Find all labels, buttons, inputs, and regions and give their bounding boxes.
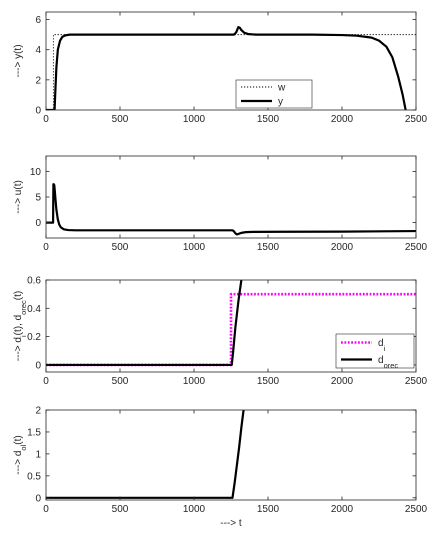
series-line-4-1 <box>46 410 245 499</box>
y-axis-label: ---> y(t) <box>13 44 24 77</box>
y-tick-label: 2 <box>35 406 41 417</box>
x-tick-label: 2000 <box>331 376 354 387</box>
x-tick-label: 1000 <box>183 114 206 125</box>
y-tick-label: 0.5 <box>27 471 41 482</box>
x-tick-label: 2000 <box>331 504 354 515</box>
chart-panel-2: 0 500 1000 1500 2000 2500 0 5 10 ---> u(t) <box>13 155 428 253</box>
x-tick-label: 2000 <box>331 114 354 125</box>
axes-box <box>45 279 417 373</box>
x-tick-label: 1500 <box>257 114 280 125</box>
y-axis-label: ---> dol(t) <box>13 435 28 474</box>
x-tick-label: 500 <box>112 376 129 387</box>
series-line-3-dorec <box>46 280 243 367</box>
x-tick-label: 0 <box>43 504 49 515</box>
y-tick-label: 5 <box>35 193 41 204</box>
axes-box <box>45 409 417 501</box>
legend: di dorec <box>335 333 415 370</box>
y-tick-label: 0 <box>35 360 41 371</box>
x-axis-label: ---> t <box>220 518 242 529</box>
y-tick-label: 2 <box>35 75 41 86</box>
y-tick-label: 0.6 <box>27 276 41 287</box>
legend-box <box>335 333 415 369</box>
x-tick-label: 0 <box>43 242 49 253</box>
x-tick-label: 2500 <box>405 504 428 515</box>
x-tick-label: 1500 <box>257 376 280 387</box>
y-tick-label: 0 <box>35 218 41 229</box>
chart-panel-4: 0 500 1000 1500 2000 2500 0 0.5 1 1.5 2 ---> dol(t)… <box>13 406 428 530</box>
y-tick-label: 0 <box>35 493 41 504</box>
legend-label: dorec <box>378 355 398 370</box>
x-tick-label: 500 <box>112 504 129 515</box>
x-tick-label: 500 <box>112 242 129 253</box>
x-tick-label: 1500 <box>257 504 280 515</box>
x-tick-label: 2500 <box>405 114 428 125</box>
legend-box <box>235 79 313 109</box>
legend-label: y <box>278 97 283 108</box>
x-tick-label: 2000 <box>331 242 354 253</box>
y-axis-label: ---> di(t), dorec(t) <box>13 291 28 361</box>
chart-panel-3: 0 500 1000 1500 2000 2500 0 0.2 0.4 0.6 ---> di(t)… <box>13 276 428 388</box>
series-line-1-y <box>46 25 407 110</box>
y-tick-label: 0.4 <box>27 304 41 315</box>
x-tick-label: 1000 <box>183 242 206 253</box>
legend: wy <box>235 79 313 109</box>
chart-panel-1: 0 500 1000 1500 2000 2500 0 2 4 6 ---> y(t) wy <box>13 11 428 125</box>
legend-label: di <box>378 338 386 353</box>
x-tick-label: 1500 <box>257 242 280 253</box>
y-tick-label: 6 <box>35 15 41 26</box>
y-tick-label: 1 <box>35 449 41 460</box>
y-tick-label: 1.5 <box>27 427 41 438</box>
axes-box <box>45 11 417 111</box>
y-axis-label: ---> u(t) <box>13 180 24 214</box>
x-tick-label: 0 <box>43 376 49 387</box>
series-line-2-1 <box>46 183 416 236</box>
y-tick-label: 0.2 <box>27 332 41 343</box>
x-tick-label: 500 <box>112 114 129 125</box>
x-tick-label: 2500 <box>405 376 428 387</box>
x-tick-label: 1000 <box>183 376 206 387</box>
y-tick-label: 0 <box>35 106 41 117</box>
y-tick-label: 10 <box>30 167 42 178</box>
y-tick-label: 4 <box>35 45 41 56</box>
x-tick-label: 0 <box>43 114 49 125</box>
axes-box <box>45 155 417 239</box>
x-tick-label: 2500 <box>405 242 428 253</box>
legend-label: w <box>277 83 286 94</box>
series-line-1-w <box>46 34 416 110</box>
x-tick-label: 1000 <box>183 504 206 515</box>
